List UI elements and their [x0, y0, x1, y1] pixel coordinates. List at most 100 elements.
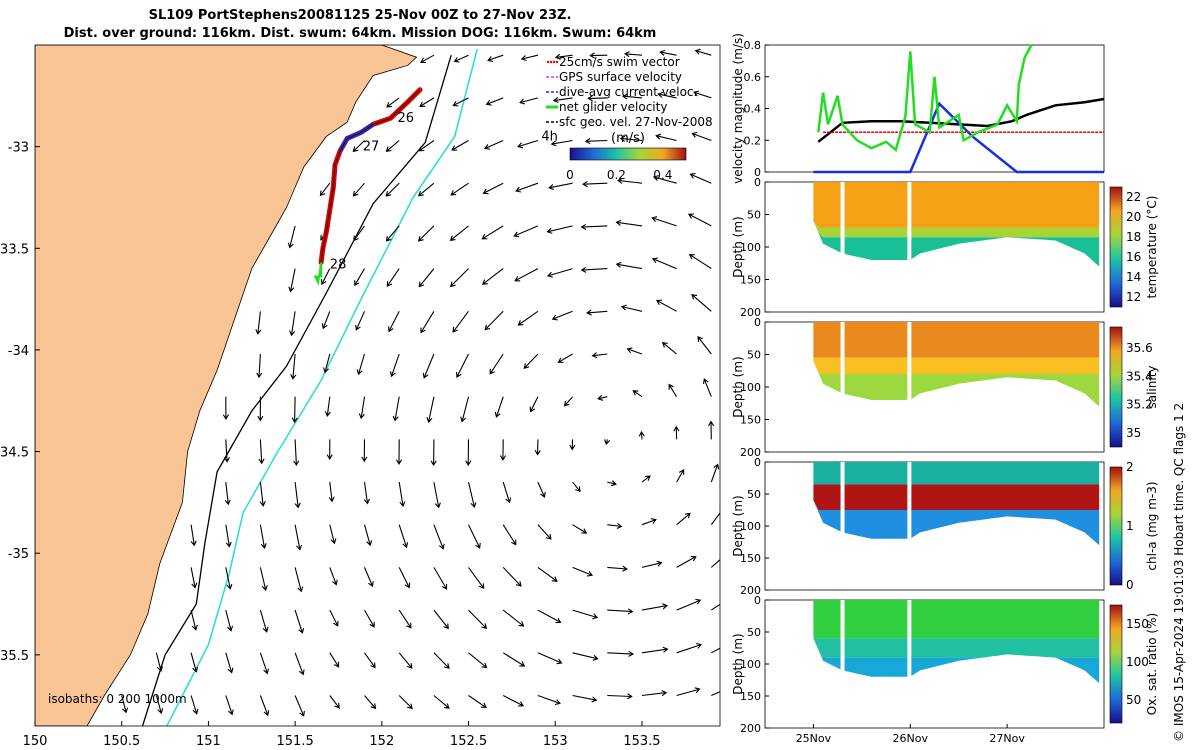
velocity-y-tick-label: 0.2 — [744, 134, 762, 147]
velocity-arrow — [591, 352, 608, 359]
velocity-arrow — [484, 139, 504, 150]
velocity-arrow — [364, 609, 375, 628]
velocity-arrow — [484, 310, 504, 331]
oxygen-layer — [813, 600, 1100, 639]
velocity-arrow — [697, 336, 712, 355]
velocity-arrow — [676, 468, 685, 483]
velocity-arrow — [548, 182, 573, 191]
velocity-arrow — [626, 347, 643, 355]
chla-y-tick-label: 100 — [740, 520, 761, 533]
velocity-arrow — [676, 555, 697, 568]
velocity-arrow — [655, 133, 677, 142]
velocity-arrow — [676, 512, 691, 526]
velocity-arrow — [363, 482, 370, 505]
salinity-panel: 0 50 100 150 200 Depth (m) 35.6 35.4 35.2 35 salin… — [731, 316, 1159, 459]
velocity-arrow — [687, 213, 712, 227]
velocity-arrow — [502, 567, 522, 587]
chla-y-tick-label: 150 — [740, 552, 761, 565]
oxygen-colorbar-label: Ox. sat. ratio (%) — [1145, 613, 1159, 715]
velocity-arrow — [294, 567, 304, 593]
velocity-arrow — [417, 225, 435, 242]
velocity-arrow — [534, 439, 541, 456]
velocity-arrow — [190, 524, 197, 547]
velocity-arrow — [710, 603, 720, 611]
velocity-arrow — [537, 609, 562, 624]
temperature-y-tick-label: 150 — [740, 274, 761, 287]
velocity-arrow — [657, 91, 677, 99]
temperature-y-tick-label: 200 — [740, 306, 761, 319]
map-x-tick-label: 150 — [23, 734, 48, 749]
velocity-arrow — [694, 48, 712, 56]
velocity-arrow — [420, 311, 435, 334]
velocity-arrow — [620, 304, 643, 312]
velocity-arrow — [452, 310, 469, 333]
velocity-arrow — [449, 225, 469, 241]
velocity-arrow — [259, 652, 269, 675]
salinity-y-label: Depth (m) — [731, 356, 745, 417]
map-content: 26 27 28 4h — [35, 45, 720, 726]
velocity-arrow — [155, 652, 163, 672]
velocity-arrow — [321, 311, 331, 330]
velocity-arrow — [537, 481, 546, 498]
salinity-y-tick-label: 200 — [740, 446, 761, 459]
isobath-1000m — [166, 48, 478, 726]
track-label: 27 — [363, 140, 380, 155]
velocity-arrow — [607, 522, 623, 530]
velocity-arrow — [702, 378, 712, 397]
temperature-colorbar-tick: 16 — [1126, 250, 1141, 264]
temperature-layer — [813, 221, 1100, 267]
velocity-arrow — [691, 293, 712, 312]
velocity-arrow — [225, 609, 234, 632]
velocity-arrow — [607, 650, 635, 657]
net-velocity-arrow — [313, 262, 323, 286]
velocity-arrow — [449, 268, 469, 288]
velocity-arrow — [354, 268, 365, 287]
velocity-arrow — [641, 560, 663, 568]
velocity-arrow — [572, 524, 588, 534]
velocity-arrow — [259, 609, 269, 633]
map-y-tick-label: -35 — [8, 547, 29, 562]
velocity-arrow — [453, 54, 469, 63]
oxygen-gap — [907, 600, 912, 677]
velocity-arrow — [426, 396, 435, 423]
velocity-arrow — [398, 652, 413, 669]
oxygen-colorbar-tick: 150 — [1126, 617, 1149, 631]
legend-label: GPS surface velocity — [559, 70, 682, 84]
velocity-arrow — [224, 482, 231, 506]
map-x-tick-label: 151.5 — [277, 734, 314, 749]
velocity-arrow — [465, 439, 472, 467]
velocity-arrow — [468, 652, 488, 669]
colorbar-tick-label: 0 — [566, 168, 574, 182]
chla-gap — [840, 462, 845, 539]
velocity-arrow — [433, 609, 449, 630]
velocity-arrow — [708, 420, 715, 440]
velocity-arrow — [710, 558, 720, 568]
velocity-arrow — [326, 439, 333, 460]
velocity-arrow — [190, 609, 198, 631]
sfc-velocity-arrows — [121, 48, 720, 717]
chla-gap — [907, 462, 912, 539]
velocity-arrow — [355, 311, 366, 331]
oxygen-layer — [813, 638, 1100, 658]
legend-label: sfc geo. vel. 27-Nov-2008 — [559, 115, 713, 129]
velocity-arrow — [481, 268, 504, 285]
velocity-arrow — [502, 609, 525, 627]
velocity-arrow — [291, 396, 298, 424]
velocity-arrow — [616, 177, 643, 184]
velocity-arrow — [673, 425, 680, 440]
temperature-y-tick-label: 50 — [747, 209, 761, 222]
velocity-arrow — [259, 524, 267, 550]
velocity-series — [813, 44, 1105, 174]
velocity-arrow — [222, 396, 229, 420]
velocity-arrow — [638, 430, 645, 440]
velocity-arrow — [398, 695, 413, 710]
figure-title-line-1: SL109 PortStephens20081125 25-Nov 00Z to… — [148, 8, 572, 23]
chla-layer — [813, 484, 1100, 510]
velocity-arrow — [190, 567, 198, 589]
salinity-y-tick-label: 150 — [740, 414, 761, 427]
track-label: 28 — [330, 258, 347, 273]
velocity-arrow — [294, 609, 305, 634]
